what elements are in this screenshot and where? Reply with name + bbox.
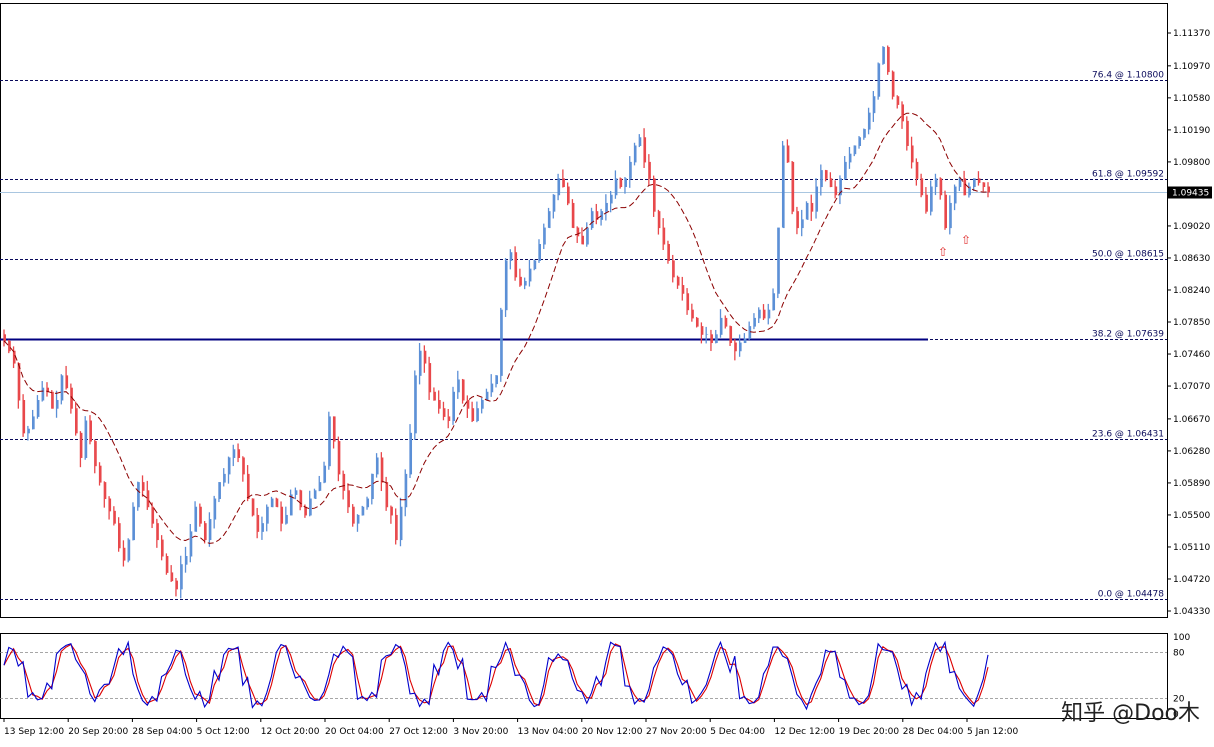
fib-level-label: 61.8 @ 1.09592 xyxy=(1092,170,1164,180)
time-tick-label: 19 Dec 20:00 xyxy=(839,727,900,737)
up-arrow-marker: ⇧ xyxy=(938,245,948,259)
main-panel-border xyxy=(0,3,1168,618)
time-tick-label: 27 Nov 20:00 xyxy=(646,727,707,737)
oscillator-panel-border xyxy=(0,633,1168,719)
price-tick-label: 1.10580 xyxy=(1173,94,1210,104)
price-tick-label: 1.11370 xyxy=(1173,29,1210,39)
price-tick-label: 1.08240 xyxy=(1173,286,1210,296)
time-tick-label: 3 Nov 20:00 xyxy=(453,727,508,737)
oscillator-panel: 100 80 20 0 xyxy=(0,633,1190,720)
price-tick-label: 1.05500 xyxy=(1173,511,1210,521)
moving-average-line xyxy=(3,112,989,544)
time-tick-label: 20 Nov 12:00 xyxy=(582,727,643,737)
time-tick-label: 13 Sep 12:00 xyxy=(4,727,64,737)
fib-level-label: 0.0 @ 1.04478 xyxy=(1098,590,1165,600)
markers: ⇧⇧ xyxy=(938,233,971,259)
oscillator-tick-label: 20 xyxy=(1173,695,1185,705)
time-tick-label: 27 Oct 12:00 xyxy=(389,727,448,737)
time-tick-label: 5 Jan 12:00 xyxy=(967,727,1019,737)
price-axis: 1.11370 1.10970 1.10580 1.10190 1.09800 1.090… xyxy=(1167,29,1212,617)
price-tick-label: 1.04330 xyxy=(1173,607,1210,617)
oscillator-main-line xyxy=(3,640,989,711)
fib-level-label: 23.6 @ 1.06431 xyxy=(1092,430,1164,440)
time-tick-label: 28 Dec 04:00 xyxy=(903,727,964,737)
price-tick-label: 1.10970 xyxy=(1173,62,1210,72)
time-tick-label: 28 Sep 04:00 xyxy=(132,727,192,737)
time-tick-label: 13 Nov 04:00 xyxy=(518,727,579,737)
price-tick-label: 1.06670 xyxy=(1173,415,1210,425)
fibonacci-levels: 76.4 @ 1.10800 61.8 @ 1.09592 50.0 @ 1.086… xyxy=(0,71,1167,600)
price-tick-label: 1.05890 xyxy=(1173,479,1210,489)
fib-level-label: 76.4 @ 1.10800 xyxy=(1092,71,1164,81)
oscillator-tick-label: 100 xyxy=(1173,633,1190,643)
fib-level-label: 50.0 @ 1.08615 xyxy=(1092,250,1164,260)
moving-average xyxy=(3,112,989,544)
time-tick-label: 12 Dec 12:00 xyxy=(774,727,835,737)
price-tick-label: 1.08630 xyxy=(1173,254,1210,264)
price-tick-label: 1.09020 xyxy=(1173,222,1210,232)
time-axis: 13 Sep 12:00 20 Sep 20:00 28 Sep 04:00 5 Oc… xyxy=(3,718,1019,737)
up-arrow-marker: ⇧ xyxy=(961,233,971,247)
oscillator-tick-label: 0 xyxy=(1173,710,1179,720)
current-price-box xyxy=(1168,186,1212,199)
price-tick-label: 1.07070 xyxy=(1173,382,1210,392)
time-tick-label: 12 Oct 20:00 xyxy=(261,727,320,737)
price-tick-label: 1.06280 xyxy=(1173,447,1210,457)
time-tick-label: 5 Oct 12:00 xyxy=(197,727,250,737)
price-tick-label: 1.07460 xyxy=(1173,350,1210,360)
candles xyxy=(3,45,991,599)
current-price-label: 1.09435 xyxy=(1172,189,1209,199)
fib-level-label: 38.2 @ 1.07639 xyxy=(1092,330,1164,340)
chart-frame xyxy=(0,3,1168,719)
price-tick-label: 1.10190 xyxy=(1173,126,1210,136)
price-tick-label: 1.09800 xyxy=(1173,158,1210,168)
price-tick-label: 1.05110 xyxy=(1173,543,1210,553)
time-tick-label: 20 Oct 04:00 xyxy=(325,727,384,737)
time-tick-label: 5 Dec 04:00 xyxy=(710,727,765,737)
oscillator-signal-line xyxy=(3,643,989,707)
watermark: 知乎 @Doo木 xyxy=(1061,701,1200,726)
price-tick-label: 1.07850 xyxy=(1173,318,1210,328)
time-tick-label: 20 Sep 20:00 xyxy=(68,727,128,737)
oscillator-tick-label: 80 xyxy=(1173,648,1185,658)
price-tick-label: 1.04720 xyxy=(1173,575,1210,585)
